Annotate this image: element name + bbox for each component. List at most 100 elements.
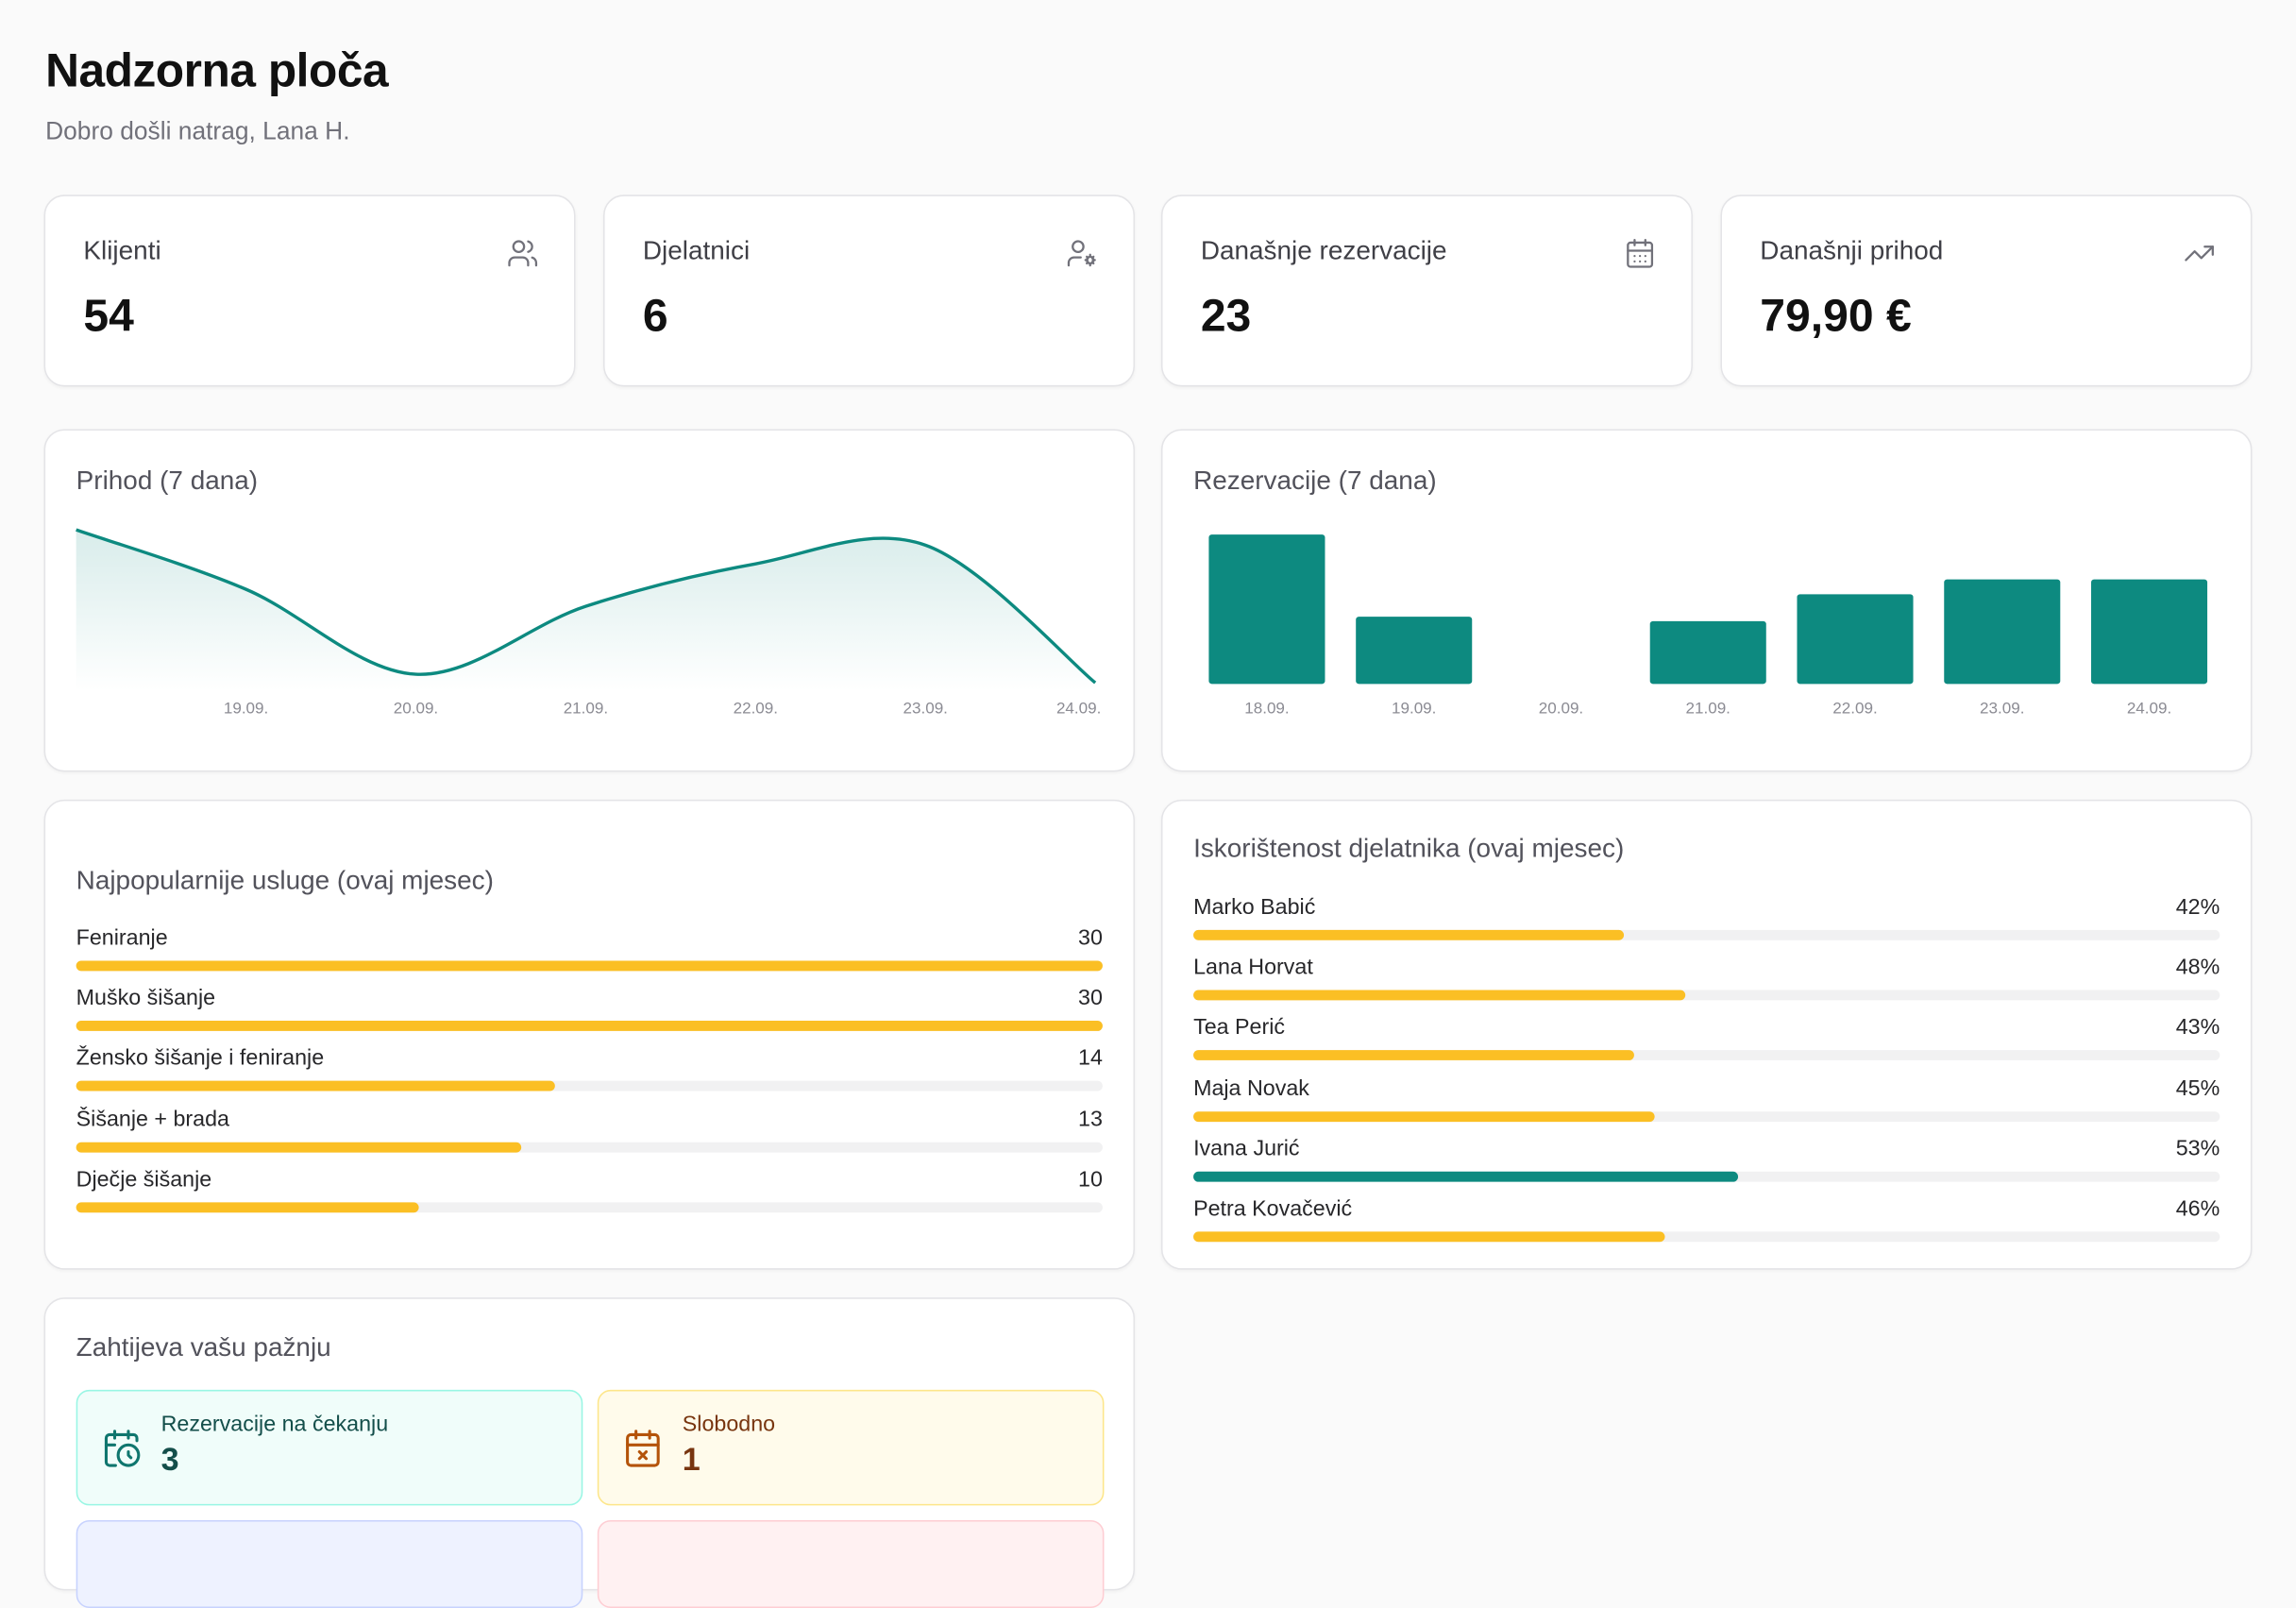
employee-row: Ivana Jurić 53%: [1193, 1136, 2220, 1189]
x-tick-label: 24.09.: [2127, 699, 2171, 717]
bar[interactable]: [2091, 579, 2208, 685]
service-name: Žensko šišanje i feniranje: [76, 1046, 325, 1072]
attention-title: Zahtijeva vašu pažnju: [76, 1332, 331, 1363]
alert-label: Rezervacije na čekanju: [160, 1412, 389, 1437]
employee-row: Lana Horvat 48%: [1193, 956, 2220, 1008]
progress-track: [76, 1142, 1103, 1153]
alert-partial-1[interactable]: [76, 1519, 583, 1608]
x-tick-label: 24.09.: [1056, 699, 1101, 717]
stat-card-clients[interactable]: Klijenti 54: [43, 195, 576, 387]
users-icon: [508, 240, 538, 267]
service-name: Šišanje + brada: [76, 1106, 229, 1132]
calendar-clock-icon: [104, 1430, 141, 1467]
time-off-alert[interactable]: Slobodno 1: [597, 1389, 1105, 1506]
progress-track: [1193, 1050, 2220, 1061]
progress-fill: [1193, 1171, 1738, 1182]
popular-services-card: Najpopularnije usluge (ovaj mjesec) Feni…: [43, 799, 1136, 1270]
employee-row: Maja Novak 45%: [1193, 1075, 2220, 1128]
utilization-percent: 53%: [2175, 1136, 2220, 1161]
alert-partial-2[interactable]: [597, 1519, 1105, 1608]
stat-card-revenue[interactable]: Današnji prihod 79,90 €: [1720, 195, 2253, 387]
revenue-line: [76, 528, 1097, 685]
reservations-chart-title: Rezervacije (7 dana): [1193, 465, 1437, 496]
page-title: Nadzorna ploča: [45, 43, 389, 97]
employee-utilization-title: Iskorištenost djelatnika (ovaj mjesec): [1193, 833, 1625, 863]
progress-fill: [1193, 1050, 1635, 1061]
reservations-chart: 18.09. 19.09. 20.09. 21.09. 22.09. 23.09. 24.0…: [1208, 534, 2208, 717]
alert-label: Slobodno: [682, 1412, 776, 1437]
progress-fill: [76, 1142, 521, 1153]
stat-value: 23: [1200, 290, 1252, 342]
bar[interactable]: [1797, 594, 1914, 685]
progress-track: [76, 1202, 1103, 1212]
utilization-percent: 42%: [2175, 894, 2220, 921]
stat-value: 54: [83, 290, 134, 342]
x-tick-label: 20.09.: [1539, 699, 1583, 717]
service-row: Dječje šišanje 10: [76, 1167, 1103, 1220]
progress-track: [1193, 1110, 2220, 1122]
revenue-area: [76, 530, 1096, 692]
x-tick-label: 22.09.: [1832, 699, 1877, 717]
x-tick-label: 23.09.: [1980, 699, 2024, 717]
progress-fill: [1193, 1231, 1666, 1243]
revenue-chart: 19.09. 20.09. 21.09. 22.09. 23.09. 24.09.: [76, 528, 1101, 717]
progress-track: [1193, 990, 2220, 1001]
x-tick-label: 18.09.: [1244, 699, 1289, 717]
service-count: 30: [1078, 986, 1103, 1011]
service-row: Muško šišanje 30: [76, 986, 1103, 1039]
revenue-chart-title: Prihod (7 dana): [76, 465, 259, 496]
stat-label: Klijenti: [83, 235, 161, 265]
x-tick-label: 21.09.: [1686, 699, 1730, 717]
service-row: Feniranje 30: [76, 925, 1103, 978]
service-count: 10: [1078, 1166, 1103, 1193]
service-count: 13: [1078, 1106, 1103, 1132]
service-name: Muško šišanje: [76, 986, 216, 1011]
x-tick-label: 19.09.: [224, 699, 268, 717]
progress-fill: [76, 1202, 419, 1212]
service-row: Žensko šišanje i feniranje 14: [76, 1046, 1103, 1099]
bar[interactable]: [1356, 617, 1473, 685]
progress-track: [76, 1021, 1103, 1032]
stat-label: Današnje rezervacije: [1200, 235, 1447, 265]
employee-utilization-card: Iskorištenost djelatnika (ovaj mjesec) M…: [1160, 799, 2253, 1270]
employee-name: Lana Horvat: [1193, 955, 1313, 980]
utilization-percent: 48%: [2175, 955, 2220, 980]
x-tick-label: 21.09.: [564, 699, 608, 717]
user-cog-icon: [1067, 240, 1096, 267]
welcome-subtitle: Dobro došli natrag, Lana H.: [45, 117, 350, 145]
attention-card: Zahtijeva vašu pažnju Rezervacije na ček…: [43, 1297, 1136, 1608]
progress-fill: [1193, 1110, 1656, 1122]
progress-fill: [1193, 990, 1686, 1001]
x-tick-label: 22.09.: [734, 699, 778, 717]
progress-track: [76, 960, 1103, 972]
bar[interactable]: [1944, 579, 2061, 685]
x-tick-label: 20.09.: [394, 699, 438, 717]
employee-name: Ivana Jurić: [1193, 1136, 1300, 1161]
employee-row: Marko Babić 42%: [1193, 895, 2220, 948]
popular-services-title: Najpopularnije usluge (ovaj mjesec): [76, 865, 494, 895]
progress-track: [76, 1081, 1103, 1092]
progress-fill: [76, 1021, 1103, 1032]
alert-count: 1: [682, 1441, 701, 1478]
revenue-chart-card: Prihod (7 dana) 19.09. 20.09. 21.09. 22.09.…: [43, 429, 1136, 772]
pending-reservations-alert[interactable]: Rezervacije na čekanju 3: [76, 1389, 583, 1506]
stat-card-employees[interactable]: Djelatnici 6: [603, 195, 1136, 387]
trending-up-icon: [2185, 245, 2214, 262]
employee-row: Petra Kovačević 46%: [1193, 1196, 2220, 1249]
bar[interactable]: [1649, 620, 1766, 685]
service-count: 14: [1078, 1046, 1103, 1072]
alert-count: 3: [160, 1441, 179, 1478]
service-name: Feniranje: [76, 925, 168, 951]
progress-track: [1193, 1231, 2220, 1243]
service-count: 30: [1078, 925, 1103, 951]
employee-name: Petra Kovačević: [1193, 1196, 1353, 1222]
progress-fill: [76, 1081, 556, 1092]
stat-value: 6: [642, 290, 668, 342]
utilization-percent: 45%: [2175, 1075, 2220, 1101]
x-tick-label: 23.09.: [903, 699, 948, 717]
reservations-chart-card: Rezervacije (7 dana) 18.09. 19.09. 20.09. 2…: [1160, 429, 2253, 772]
stat-card-reservations[interactable]: Današnje rezervacije 23: [1160, 195, 1693, 387]
stat-value: 79,90 €: [1760, 290, 1912, 342]
bar[interactable]: [1208, 534, 1325, 685]
employee-name: Maja Novak: [1193, 1075, 1309, 1101]
